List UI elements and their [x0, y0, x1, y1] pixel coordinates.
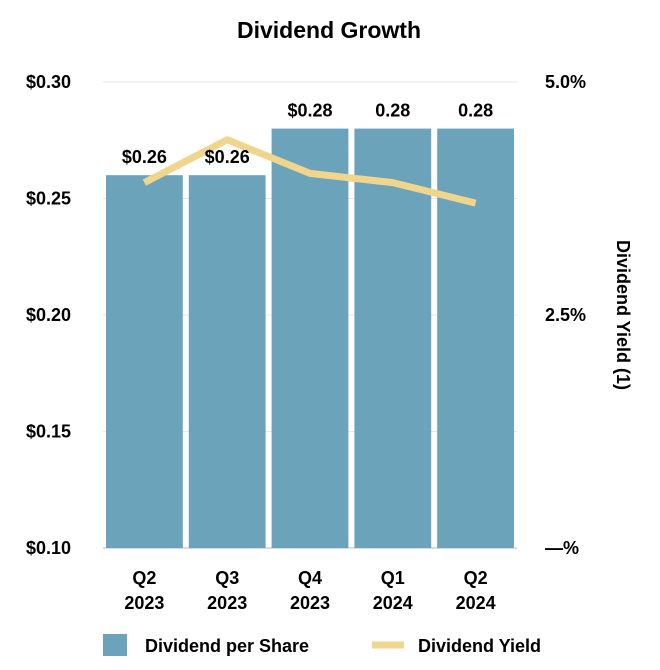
- x-tick-label-line2: 2023: [207, 593, 247, 613]
- left-axis-tick-label: $0.25: [26, 189, 71, 209]
- x-tick-label-line1: Q3: [215, 568, 239, 588]
- bar-5: [437, 128, 514, 548]
- x-tick-label-line1: Q2: [132, 568, 156, 588]
- axes: $0.30 $0.25 $0.20 $0.15 $0.10 5.0% 2.5% —% Divid…: [26, 72, 633, 613]
- x-tick-label-line2: 2023: [290, 593, 330, 613]
- bar-1: [106, 175, 183, 548]
- x-tick-label-line1: Q2: [464, 568, 488, 588]
- right-axis-title: Dividend Yield (1): [613, 240, 633, 390]
- bar-2: [188, 175, 266, 548]
- bar-data-label: 0.28: [375, 101, 410, 121]
- bar-4: [354, 128, 432, 548]
- bar-series: [106, 128, 514, 548]
- chart-title: Dividend Growth: [237, 17, 421, 43]
- line-series: [142, 136, 477, 207]
- legend: Dividend per Share Dividend Yield: [103, 634, 541, 656]
- right-axis-tick-label: 5.0%: [545, 72, 586, 92]
- bar-3: [271, 128, 349, 548]
- x-tick-label-line2: 2024: [373, 593, 413, 613]
- bar-data-label: 0.28: [458, 101, 493, 121]
- legend-swatch-bar: [103, 634, 127, 656]
- bar-data-label: $0.28: [287, 101, 332, 121]
- right-axis-tick-label: 2.5%: [545, 305, 586, 325]
- bar-data-label: $0.26: [122, 147, 167, 167]
- x-tick-label-line2: 2023: [124, 593, 164, 613]
- legend-label-bar: Dividend per Share: [145, 636, 309, 656]
- right-axis-tick-label: —%: [545, 538, 579, 558]
- data-labels: $0.26 $0.26 $0.28 0.28 0.28: [122, 101, 493, 168]
- x-tick-label-line1: Q1: [381, 568, 405, 588]
- x-tick-label-line2: 2024: [456, 593, 496, 613]
- left-axis-tick-label: $0.20: [26, 305, 71, 325]
- legend-label-line: Dividend Yield: [418, 636, 541, 656]
- bar-data-label: $0.26: [205, 147, 250, 167]
- left-axis-tick-label: $0.10: [26, 538, 71, 558]
- x-tick-label-line1: Q4: [298, 568, 322, 588]
- left-axis-tick-label: $0.30: [26, 72, 71, 92]
- left-axis-tick-label: $0.15: [26, 422, 71, 442]
